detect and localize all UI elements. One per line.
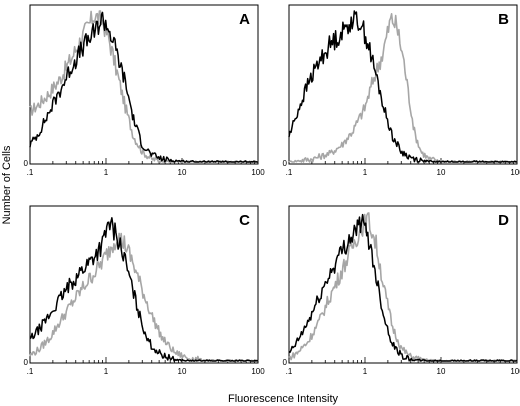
- y-tick-label-zero: 0: [24, 159, 29, 168]
- x-tick-label: .1: [286, 168, 293, 177]
- x-tick-label: 100: [510, 367, 520, 376]
- x-tick-label: .1: [27, 168, 34, 177]
- x-tick-label: 100: [251, 367, 265, 376]
- x-tick-label: 100: [251, 168, 265, 177]
- series-line-black-c: [29, 217, 259, 362]
- x-tick-label: .1: [27, 367, 34, 376]
- y-tick-label-zero: 0: [24, 358, 29, 367]
- panel-frame-a: [29, 4, 259, 165]
- panel-frame-c: [29, 205, 259, 364]
- x-tick-label: 10: [437, 367, 446, 376]
- panel-frame-b: [288, 4, 518, 165]
- y-axis-title: Number of Cells: [1, 145, 13, 224]
- x-tick-label: 1: [363, 367, 368, 376]
- x-tick-label: 1: [363, 168, 368, 177]
- series-line-gray-c: [29, 232, 259, 362]
- x-tick-label: 10: [178, 367, 187, 376]
- series-line-black-a: [29, 11, 258, 163]
- panel-letter-c: C: [239, 212, 250, 229]
- x-tick-label: 100: [510, 168, 520, 177]
- series-line-black-d: [288, 213, 518, 362]
- x-tick-label: 1: [104, 367, 109, 376]
- x-axis-title: Fluorescence Intensity: [228, 393, 339, 405]
- y-tick-label-zero: 0: [283, 358, 288, 367]
- series-line-gray-b: [288, 13, 517, 163]
- x-tick-label: 1: [104, 168, 109, 177]
- series-line-gray-a: [29, 10, 259, 163]
- x-tick-label: 10: [178, 168, 187, 177]
- series-line-black-b: [288, 10, 518, 163]
- x-tick-label: 10: [437, 168, 446, 177]
- y-tick-label-zero: 0: [283, 159, 288, 168]
- x-tick-label: .1: [286, 367, 293, 376]
- panel-letter-b: B: [498, 11, 509, 28]
- panel-letter-a: A: [239, 11, 250, 28]
- panel-letter-d: D: [498, 212, 509, 229]
- panel-frame-d: [288, 205, 518, 364]
